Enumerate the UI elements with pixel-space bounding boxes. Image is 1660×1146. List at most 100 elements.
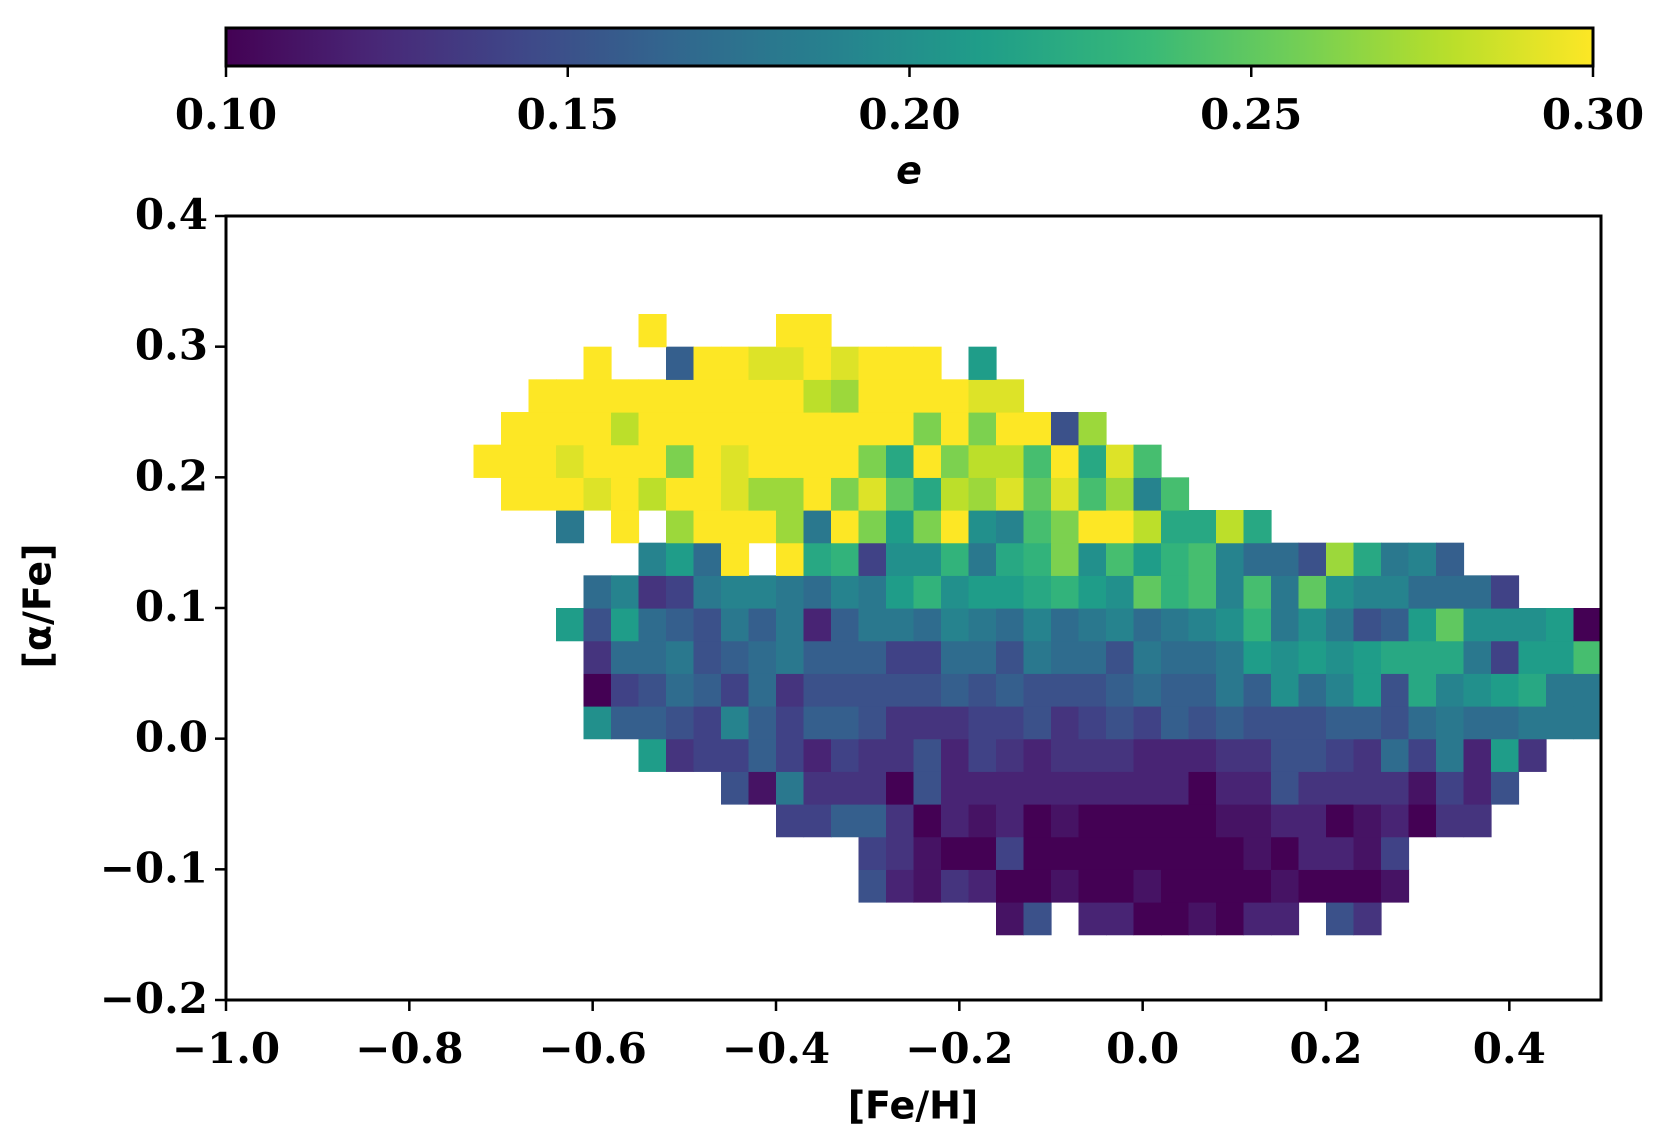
heatmap-cell [858,738,887,772]
heatmap-cell [858,608,887,642]
heatmap-cell [886,412,915,446]
x-tick-label: −0.4 [722,1024,830,1073]
heatmap-cell [1381,608,1410,642]
heatmap-cell [1023,902,1052,936]
heatmap-cell [913,673,942,707]
heatmap-cell [941,510,970,544]
heatmap-cell [1106,640,1135,674]
heatmap-cell [886,738,915,772]
heatmap-cell [1463,673,1492,707]
heatmap-cell [1381,771,1410,805]
heatmap-cell [748,412,777,446]
heatmap-cell [1133,510,1162,544]
heatmap-cell [583,706,612,740]
heatmap-cell [913,444,942,478]
heatmap-cell [1243,542,1272,576]
heatmap-cell [858,869,887,903]
heatmap-cell [1436,673,1465,707]
heatmap-cell [1326,869,1355,903]
heatmap-cell [638,575,667,609]
heatmap-cell [831,477,860,511]
heatmap-cell [1078,575,1107,609]
heatmap-cell [556,608,585,642]
heatmap-cell [803,314,832,348]
heatmap-cell [666,412,695,446]
heatmap-cell [1106,444,1135,478]
heatmap-cell [968,510,997,544]
heatmap-cell [1078,412,1107,446]
heatmap-cell [638,379,667,413]
heatmap-cell [968,542,997,576]
heatmap-cell [886,542,915,576]
y-tick-label: 0.1 [135,582,208,631]
heatmap-cell [1216,771,1245,805]
heatmap-cell [996,771,1025,805]
heatmap-cell [968,738,997,772]
heatmap-cell [1216,640,1245,674]
colorbar-tick-label: 0.30 [1542,90,1644,139]
heatmap-cell [1271,640,1300,674]
heatmap-cell [638,640,667,674]
heatmap-cell [693,346,722,380]
heatmap-cell [968,804,997,838]
heatmap-cell [941,444,970,478]
heatmap-cell [693,444,722,478]
heatmap-cell [886,836,915,870]
heatmap-cell [1518,608,1547,642]
x-tick-label: −1.0 [172,1024,280,1073]
heatmap-cell [748,379,777,413]
heatmap-cell [1436,575,1465,609]
heatmap-cell [1216,738,1245,772]
heatmap-cell [831,738,860,772]
heatmap-cell [1161,608,1190,642]
heatmap-cell [638,477,667,511]
heatmap-cell [1188,510,1217,544]
heatmap-cell [1078,902,1107,936]
heatmap-cell [968,379,997,413]
heatmap-cell [1078,869,1107,903]
heatmap-cell [1353,640,1382,674]
heatmap-cell [1188,542,1217,576]
heatmap-cell [638,444,667,478]
heatmap-cell [1078,608,1107,642]
heatmap-cell [1161,640,1190,674]
heatmap-cell [1491,575,1520,609]
heatmap-cell [968,673,997,707]
heatmap-cell [1271,804,1300,838]
heatmap-cell [1023,608,1052,642]
heatmap-cell [941,608,970,642]
heatmap-cell [1188,738,1217,772]
heatmap-cell [803,771,832,805]
heatmap-cell [858,640,887,674]
heatmap-cell [1023,477,1052,511]
heatmap-cell [913,542,942,576]
heatmap-cell [1023,673,1052,707]
heatmap-cell [1216,706,1245,740]
y-tick-label: 0.4 [135,190,208,239]
heatmap-cell [1243,510,1272,544]
heatmap-cell [996,804,1025,838]
heatmap-cell [1106,542,1135,576]
heatmap-cell [1023,738,1052,772]
heatmap-cell [1381,869,1410,903]
heatmap-cell [721,542,750,576]
heatmap-cell [1023,542,1052,576]
heatmap-cell [748,640,777,674]
heatmap-cell [1106,477,1135,511]
y-tick-label: −0.1 [100,843,208,892]
heatmap-cell [1078,706,1107,740]
heatmap-cell [1106,902,1135,936]
heatmap-cell [968,444,997,478]
heatmap-cell [1408,804,1437,838]
heatmap-cell [1353,902,1382,936]
heatmap-cell [1326,706,1355,740]
heatmap-cell [528,379,557,413]
heatmap-cell [1188,804,1217,838]
heatmap-cell [941,542,970,576]
heatmap-cell [1271,542,1300,576]
y-tick-label: 0.2 [135,451,208,500]
heatmap-cell [638,608,667,642]
heatmap-cell [1298,836,1327,870]
heatmap-cell [666,444,695,478]
heatmap-cell [1381,804,1410,838]
